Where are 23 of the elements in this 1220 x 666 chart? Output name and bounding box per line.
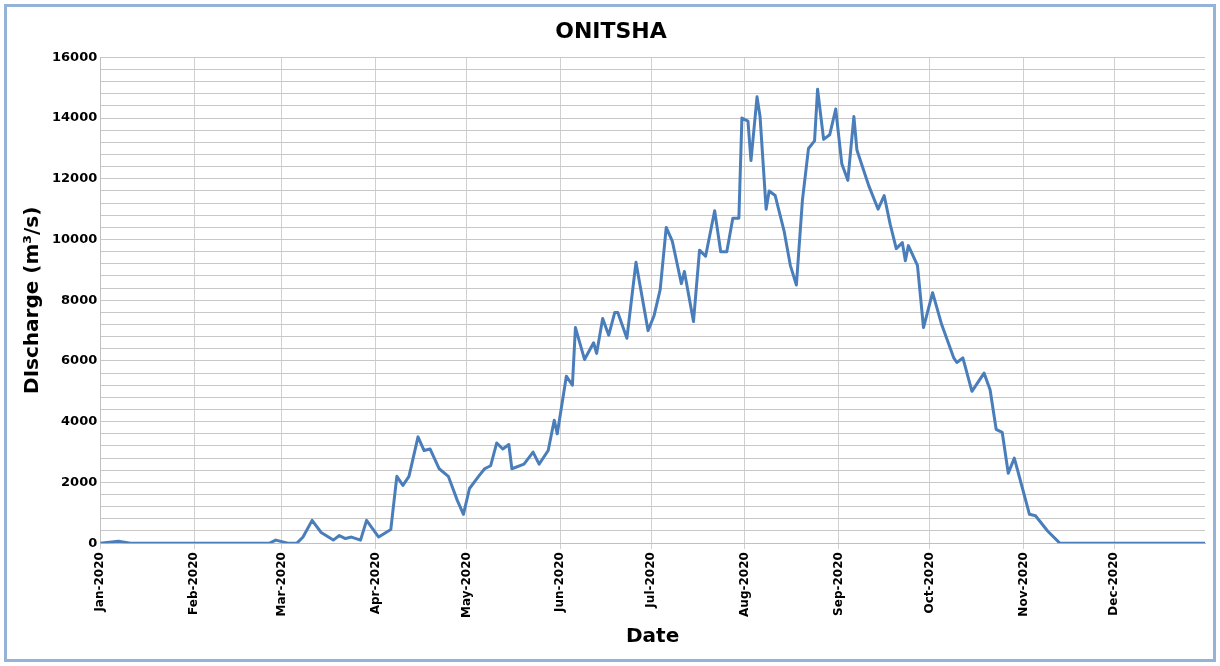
y-tick-label: 14000 bbox=[51, 109, 98, 125]
x-tick-label: Nov-2020 bbox=[1015, 552, 1030, 617]
x-tick-label: Aug-2020 bbox=[737, 552, 752, 617]
x-tick-label: Oct-2020 bbox=[921, 552, 936, 614]
y-tick-label: 8000 bbox=[61, 291, 98, 307]
y-tick-label: 4000 bbox=[61, 413, 98, 429]
y-tick-label: 16000 bbox=[51, 48, 98, 64]
y-tick-label: 10000 bbox=[51, 230, 98, 246]
x-tick-label: Feb-2020 bbox=[186, 552, 201, 615]
x-tick-label: May-2020 bbox=[458, 552, 473, 618]
y-axis-title: DIscharge (m³/s) bbox=[19, 206, 44, 394]
x-tick-label: Mar-2020 bbox=[273, 552, 288, 617]
y-tick-label: 2000 bbox=[61, 473, 98, 489]
x-tick-label: Apr-2020 bbox=[367, 552, 382, 615]
x-tick-label: Dec-2020 bbox=[1106, 552, 1121, 616]
y-tick-label: 12000 bbox=[51, 170, 98, 186]
y-tick-label: 6000 bbox=[61, 352, 98, 368]
x-tick-label: Jun-2020 bbox=[552, 552, 567, 614]
x-tick-label: Jan-2020 bbox=[92, 552, 107, 613]
x-tick-label: Jul-2020 bbox=[643, 552, 658, 609]
chart-title: ONITSHA bbox=[555, 17, 667, 43]
y-tick-label: 0 bbox=[88, 534, 98, 550]
x-tick-label: Sep-2020 bbox=[830, 552, 845, 616]
